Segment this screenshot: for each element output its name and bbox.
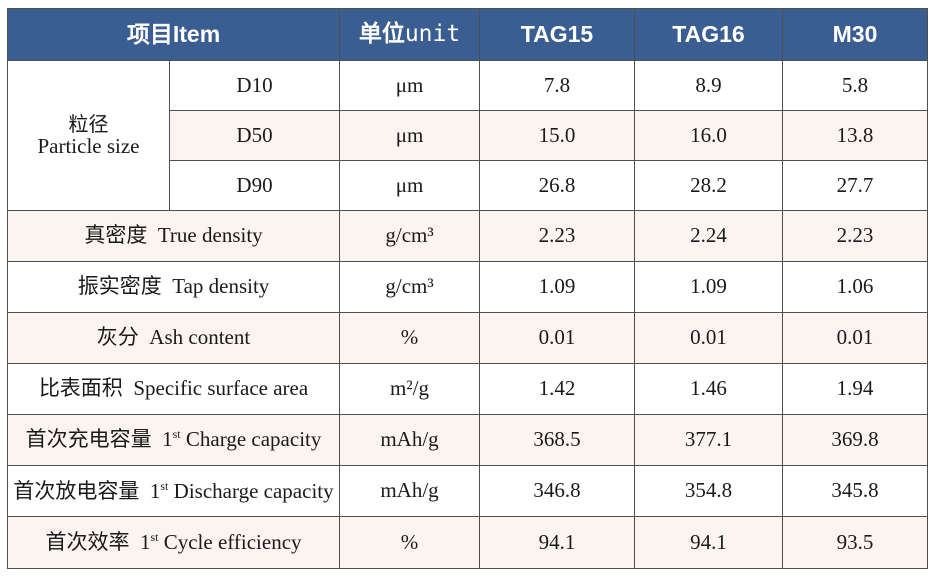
table-row: 比表面积 Specific surface area m²/g 1.42 1.4… <box>6 363 929 415</box>
table-row: 振实密度 Tap density g/cm³ 1.09 1.09 1.06 <box>6 261 929 313</box>
property-label: 比表面积 Specific surface area <box>6 363 341 415</box>
value-cell: 377.1 <box>634 414 784 466</box>
value-cell: 0.01 <box>634 312 784 364</box>
property-label: 首次充电容量 1st Charge capacity <box>6 414 341 466</box>
value-cell: 2.23 <box>782 210 929 262</box>
value-cell: 1.09 <box>634 261 784 313</box>
unit-cell: m²/g <box>339 363 481 415</box>
property-label: 振实密度 Tap density <box>6 261 341 313</box>
property-label: 首次放电容量 1st Discharge capacity <box>6 465 341 517</box>
header-unit: 单位unit <box>339 8 481 61</box>
value-cell: 2.23 <box>479 210 636 262</box>
value-cell: 0.01 <box>479 312 636 364</box>
table-row: 粒径 Particle size D10 μm 7.8 8.9 5.8 <box>7 60 929 211</box>
unit-cell: μm <box>339 60 481 111</box>
table-row: D90 μm 26.8 28.2 27.7 <box>8 160 929 211</box>
value-cell: 368.5 <box>479 414 636 466</box>
unit-cell: mAh/g <box>339 414 481 466</box>
particle-size-label: 粒径 Particle size <box>7 60 170 211</box>
header-product-3: M30 <box>782 8 929 61</box>
table-row: 首次充电容量 1st Charge capacity mAh/g 368.5 3… <box>6 414 929 466</box>
table-row: 灰分 Ash content % 0.01 0.01 0.01 <box>6 312 929 364</box>
sub-label: D50 <box>168 110 341 161</box>
value-cell: 1.06 <box>782 261 929 313</box>
value-cell: 94.1 <box>479 516 636 569</box>
table-row: 首次效率 1st Cycle efficiency % 94.1 94.1 93… <box>6 516 929 569</box>
unit-cell: g/cm³ <box>339 210 481 262</box>
property-label: 首次效率 1st Cycle efficiency <box>6 516 341 569</box>
value-cell: 1.42 <box>479 363 636 415</box>
table-row: 真密度 True density g/cm³ 2.23 2.24 2.23 <box>6 210 929 262</box>
value-cell: 1.94 <box>782 363 929 415</box>
value-cell: 1.46 <box>634 363 784 415</box>
value-cell: 354.8 <box>634 465 784 517</box>
value-cell: 28.2 <box>634 160 784 211</box>
header-product-1: TAG15 <box>479 8 636 61</box>
unit-cell: mAh/g <box>339 465 481 517</box>
value-cell: 26.8 <box>479 160 636 211</box>
property-label: 灰分 Ash content <box>6 312 341 364</box>
value-cell: 0.01 <box>782 312 929 364</box>
unit-cell: % <box>339 312 481 364</box>
sub-label: D10 <box>168 60 341 111</box>
value-cell: 16.0 <box>634 110 784 161</box>
value-cell: 27.7 <box>782 160 929 211</box>
header-product-2: TAG16 <box>634 8 784 61</box>
header-row: 项目Item 单位unit TAG15 TAG16 M30 <box>6 8 929 61</box>
value-cell: 94.1 <box>634 516 784 569</box>
value-cell: 5.8 <box>782 60 929 111</box>
unit-cell: μm <box>339 110 481 161</box>
value-cell: 13.8 <box>782 110 929 161</box>
table-row: D50 μm 15.0 16.0 13.8 <box>8 110 929 161</box>
sub-label: D90 <box>168 160 341 211</box>
value-cell: 8.9 <box>634 60 784 111</box>
unit-cell: g/cm³ <box>339 261 481 313</box>
value-cell: 345.8 <box>782 465 929 517</box>
header-item: 项目Item <box>6 8 341 61</box>
value-cell: 1.09 <box>479 261 636 313</box>
value-cell: 93.5 <box>782 516 929 569</box>
value-cell: 369.8 <box>782 414 929 466</box>
value-cell: 15.0 <box>479 110 636 161</box>
unit-cell: % <box>339 516 481 569</box>
property-label: 真密度 True density <box>6 210 341 262</box>
value-cell: 2.24 <box>634 210 784 262</box>
value-cell: 7.8 <box>479 60 636 111</box>
spec-table: 项目Item 单位unit TAG15 TAG16 M30 粒径 Particl… <box>6 8 929 569</box>
unit-cell: μm <box>339 160 481 211</box>
value-cell: 346.8 <box>479 465 636 517</box>
table-row: 首次放电容量 1st Discharge capacity mAh/g 346.… <box>6 465 929 517</box>
